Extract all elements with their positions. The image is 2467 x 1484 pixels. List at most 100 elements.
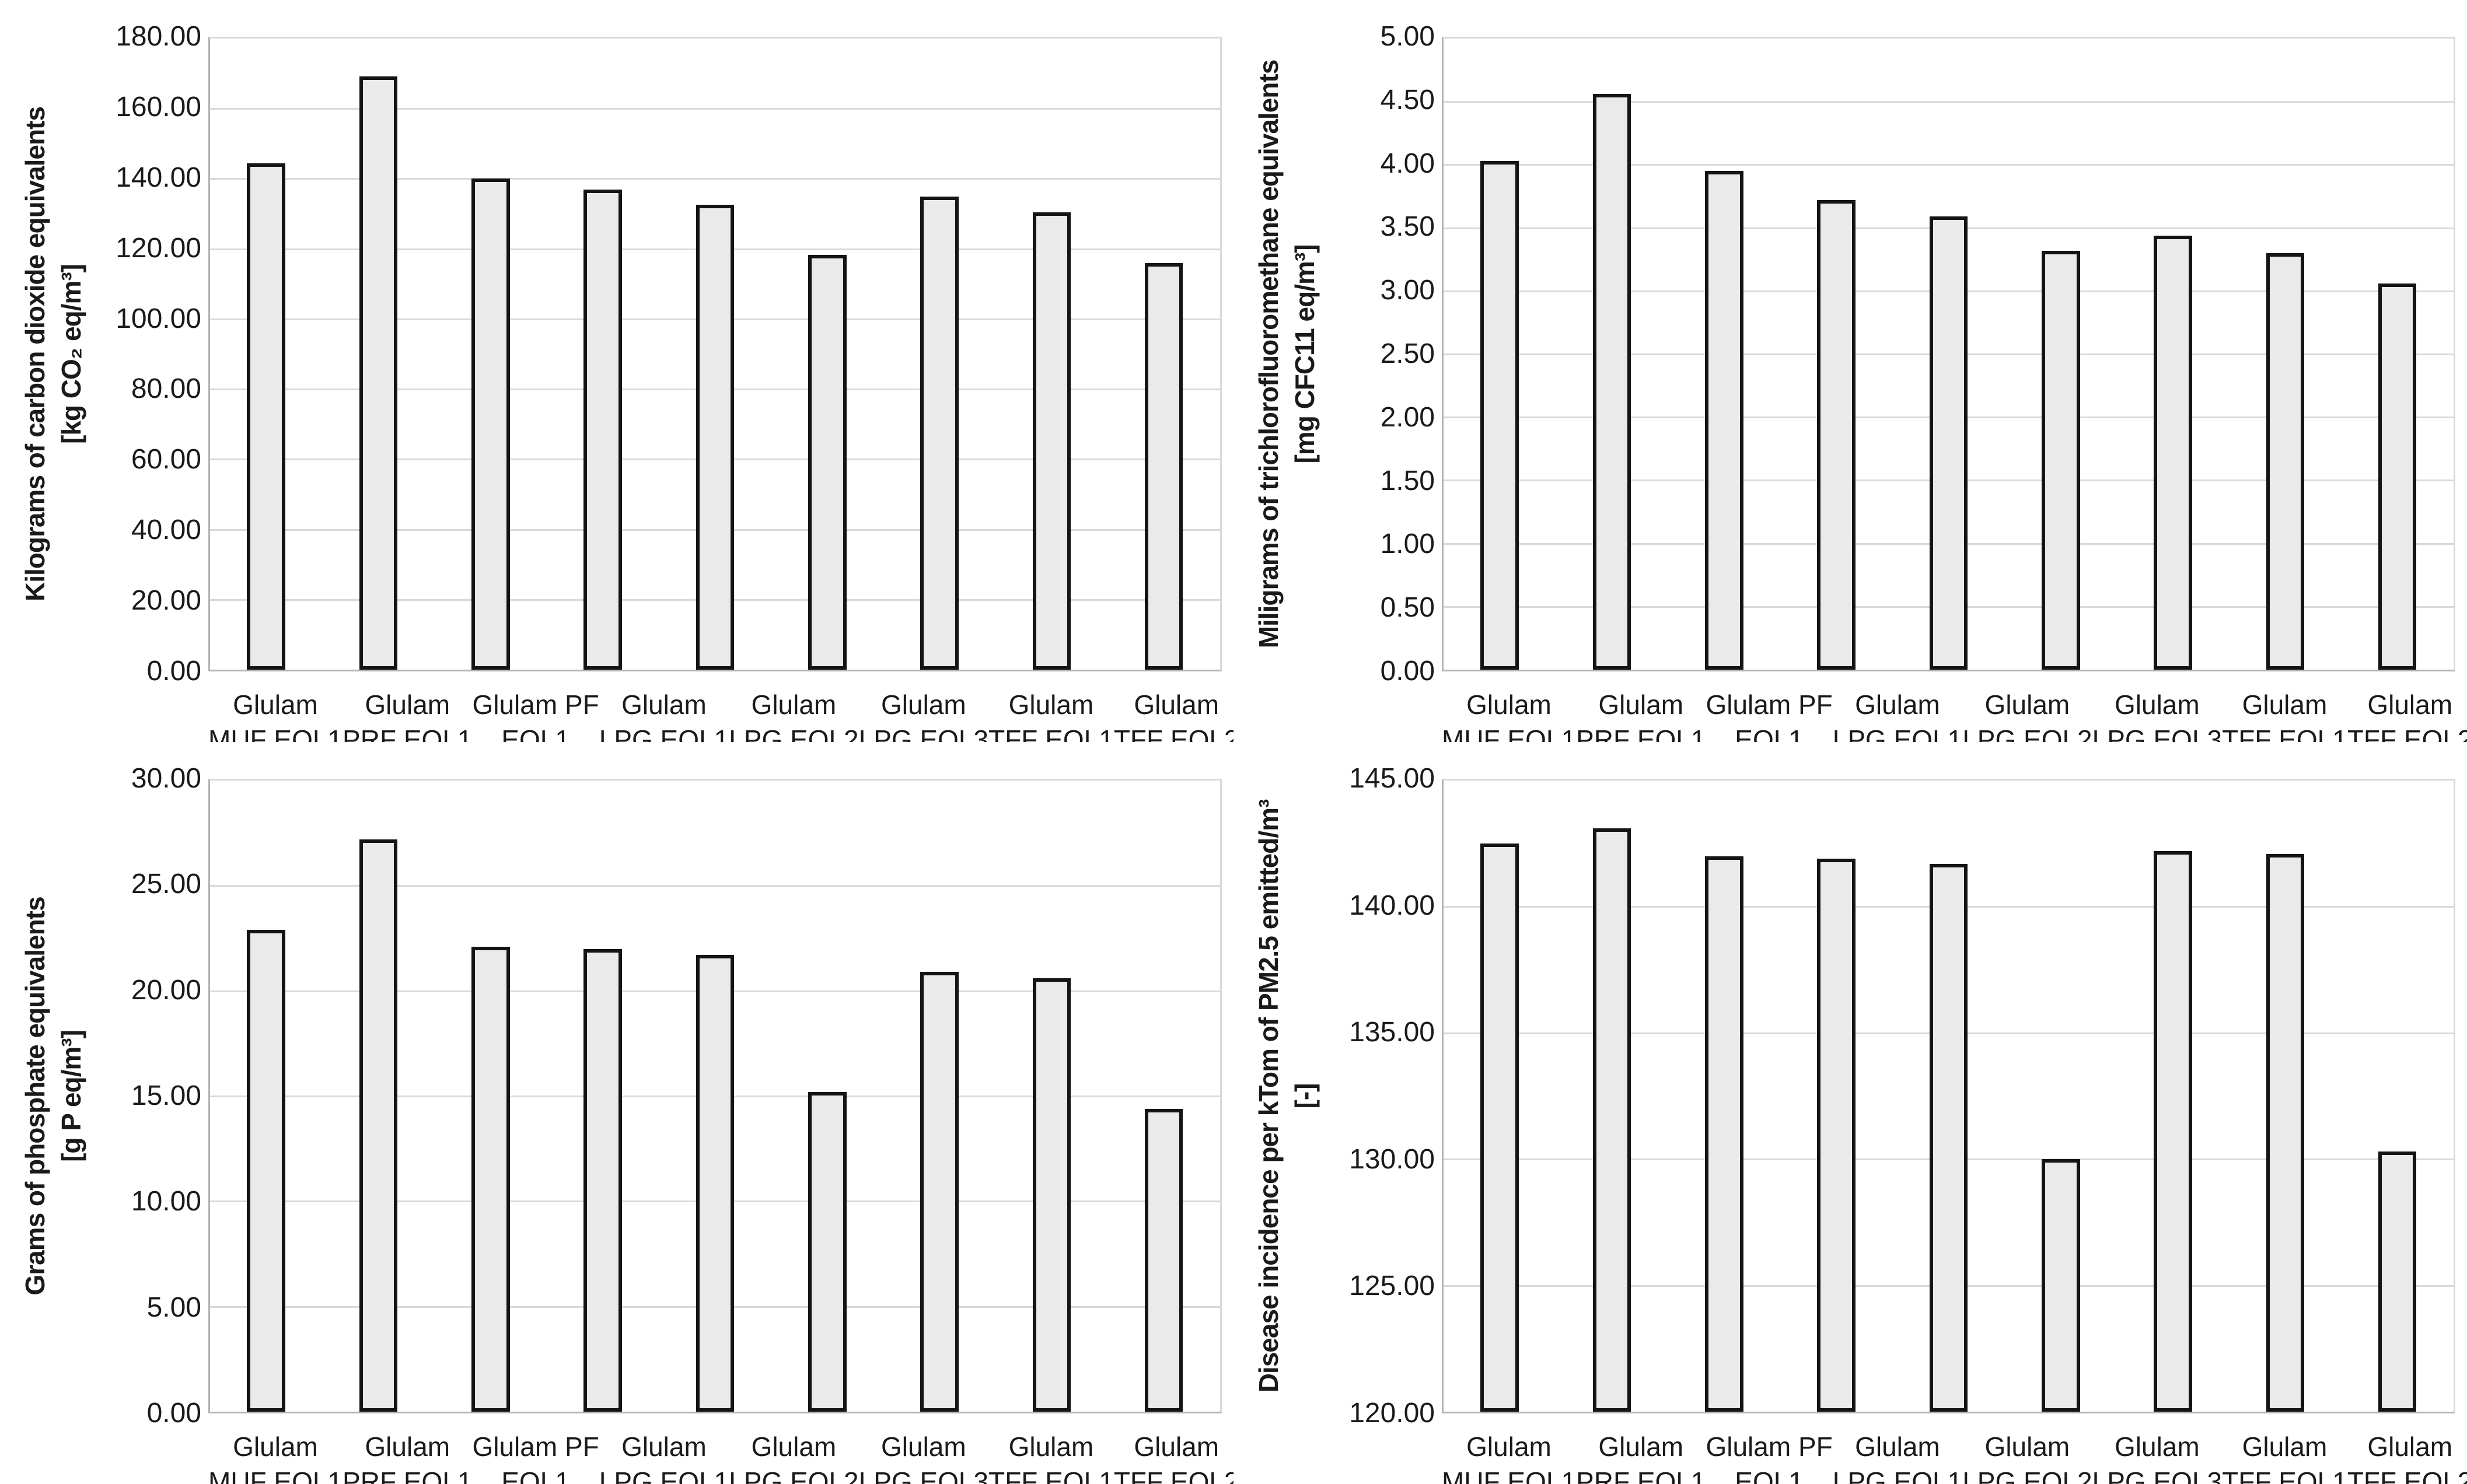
- chart-panel-cfc11-equivalents: Miligrams of trichlorofluoromethane equi…: [1234, 0, 2467, 742]
- x-category-label: Glulam LPG EOL3: [2092, 1429, 2222, 1484]
- bars-row: [1444, 38, 2454, 670]
- y-tick-label: 2.50: [1380, 338, 1435, 369]
- x-category-line: Glulam PF: [1706, 690, 1833, 720]
- y-tick-label: 180.00: [116, 21, 201, 52]
- x-category-label: Glulam PF EOL1: [1706, 687, 1832, 742]
- bar-slot: [771, 38, 883, 670]
- x-category-label: Glulam LPG EOL3: [859, 687, 988, 742]
- bar-slot: [1108, 38, 1220, 670]
- bars-row: [1444, 780, 2454, 1412]
- y-tick-label: 30.00: [131, 763, 201, 794]
- bar: [920, 972, 959, 1412]
- x-category-line: Glulam: [1598, 690, 1684, 720]
- bar-slot: [771, 780, 883, 1412]
- x-category-line: Glulam: [2367, 690, 2453, 720]
- bar: [1929, 863, 1968, 1412]
- y-tick-label: 20.00: [131, 585, 201, 617]
- bar: [696, 204, 735, 670]
- x-category-line: TFF EOL1: [988, 1466, 1114, 1484]
- bar-slot: [1892, 780, 2004, 1412]
- x-category-line: Glulam: [365, 690, 450, 720]
- x-category-line: Glulam PF: [472, 690, 599, 720]
- x-category-line: Glulam: [621, 1432, 707, 1462]
- bar-slot: [322, 38, 434, 670]
- bar: [1480, 844, 1519, 1412]
- x-category-line: Glulam: [1134, 1432, 1219, 1462]
- bar-slot: [995, 780, 1107, 1412]
- x-category-line: MUF EOL1: [1442, 1466, 1577, 1484]
- y-tick-label: 0.00: [146, 1398, 201, 1429]
- x-category-label: Glulam LPG EOL2: [1962, 687, 2092, 742]
- x-category-line: Glulam: [1466, 690, 1552, 720]
- x-category-line: TFF EOL2: [2347, 1466, 2467, 1484]
- x-category-line: LPG EOL3: [858, 724, 989, 742]
- y-tick-label: 130.00: [1349, 1143, 1435, 1175]
- bar-slot: [1556, 38, 1668, 670]
- y-tick-label: 120.00: [116, 232, 201, 264]
- x-category-line: MUF EOL1: [208, 724, 343, 742]
- x-category-line: Glulam: [1134, 690, 1219, 720]
- x-category-line: LPG EOL1: [1832, 1466, 1963, 1484]
- x-category-label: Glulam PRF EOL1: [343, 687, 472, 742]
- bar-slot: [659, 780, 771, 1412]
- x-category-label: Glulam MUF EOL1: [208, 1429, 343, 1484]
- x-category-label: Glulam LPG EOL2: [729, 1429, 858, 1484]
- bar: [247, 163, 285, 670]
- bar: [359, 76, 398, 670]
- bar-slot: [883, 780, 995, 1412]
- y-tick-label: 20.00: [131, 974, 201, 1006]
- x-category-label: Glulam PF EOL1: [1706, 1429, 1832, 1484]
- bars-row: [210, 38, 1220, 670]
- y-tick-label: 125.00: [1349, 1270, 1435, 1302]
- x-category-line: TFF EOL2: [1113, 724, 1234, 742]
- bar: [808, 1091, 847, 1412]
- y-tick-labels: 145.00 140.00 135.00 130.00 125.00 120.00: [1234, 763, 1435, 1429]
- gridline: [1444, 164, 2454, 166]
- y-tick-label: 15.00: [131, 1080, 201, 1111]
- chart-panel-phosphate-equivalents: Grams of phosphate equivalents [g P eq/m…: [0, 742, 1234, 1484]
- y-tick-label: 135.00: [1349, 1017, 1435, 1048]
- bar-slot: [995, 38, 1107, 670]
- x-category-line: Glulam: [2242, 690, 2328, 720]
- bar: [2266, 853, 2305, 1412]
- y-tick-label: 160.00: [116, 91, 201, 123]
- x-category-label: Glulam LPG EOL1: [599, 687, 729, 742]
- x-category-label: Glulam TFF EOL1: [2222, 687, 2347, 742]
- bar: [1145, 263, 1183, 670]
- y-tick-label: 145.00: [1349, 763, 1435, 794]
- y-tick-label: 80.00: [131, 373, 201, 405]
- x-category-line: LPG EOL2: [729, 724, 859, 742]
- bar-slot: [1556, 780, 1668, 1412]
- x-axis-labels: Glulam MUF EOL1 Glulam PRF EOL1 Glulam PF EOL…: [208, 687, 1234, 742]
- x-category-line: LPG EOL3: [2092, 724, 2223, 742]
- bar-slot: [547, 38, 659, 670]
- y-tick-label: 1.00: [1380, 528, 1435, 560]
- y-tick-label: 140.00: [1349, 890, 1435, 921]
- x-category-line: TFF EOL1: [2222, 1466, 2347, 1484]
- gridline: [210, 178, 1220, 180]
- bar-slot: [210, 38, 322, 670]
- x-category-line: Glulam: [1984, 1432, 2070, 1462]
- x-category-line: LPG EOL1: [599, 1466, 729, 1484]
- y-tick-label: 0.00: [146, 656, 201, 687]
- bar: [2266, 253, 2305, 670]
- y-tick-label: 5.00: [1380, 21, 1435, 52]
- bar-slot: [1108, 780, 1220, 1412]
- x-category-line: TFF EOL2: [1113, 1466, 1234, 1484]
- y-tick-label: 5.00: [146, 1292, 201, 1323]
- x-category-line: EOL1: [1735, 1466, 1804, 1484]
- bar: [696, 955, 735, 1412]
- bar-slot: [2005, 780, 2117, 1412]
- x-category-line: EOL1: [501, 1466, 570, 1484]
- x-category-label: Glulam TFF EOL2: [2347, 1429, 2467, 1484]
- x-category-label: Glulam LPG EOL1: [599, 1429, 729, 1484]
- bar: [2378, 283, 2417, 670]
- bar: [583, 190, 622, 670]
- x-category-label: Glulam LPG EOL2: [729, 687, 858, 742]
- bar: [1480, 160, 1519, 670]
- chart-panel-disease-incidence: Disease incidence per kTom of PM2.5 emit…: [1234, 742, 2467, 1484]
- x-category-line: PRF EOL1: [1576, 1466, 1706, 1484]
- bar-slot: [2117, 38, 2229, 670]
- x-category-label: Glulam PRF EOL1: [1576, 687, 1706, 742]
- bar: [471, 946, 510, 1412]
